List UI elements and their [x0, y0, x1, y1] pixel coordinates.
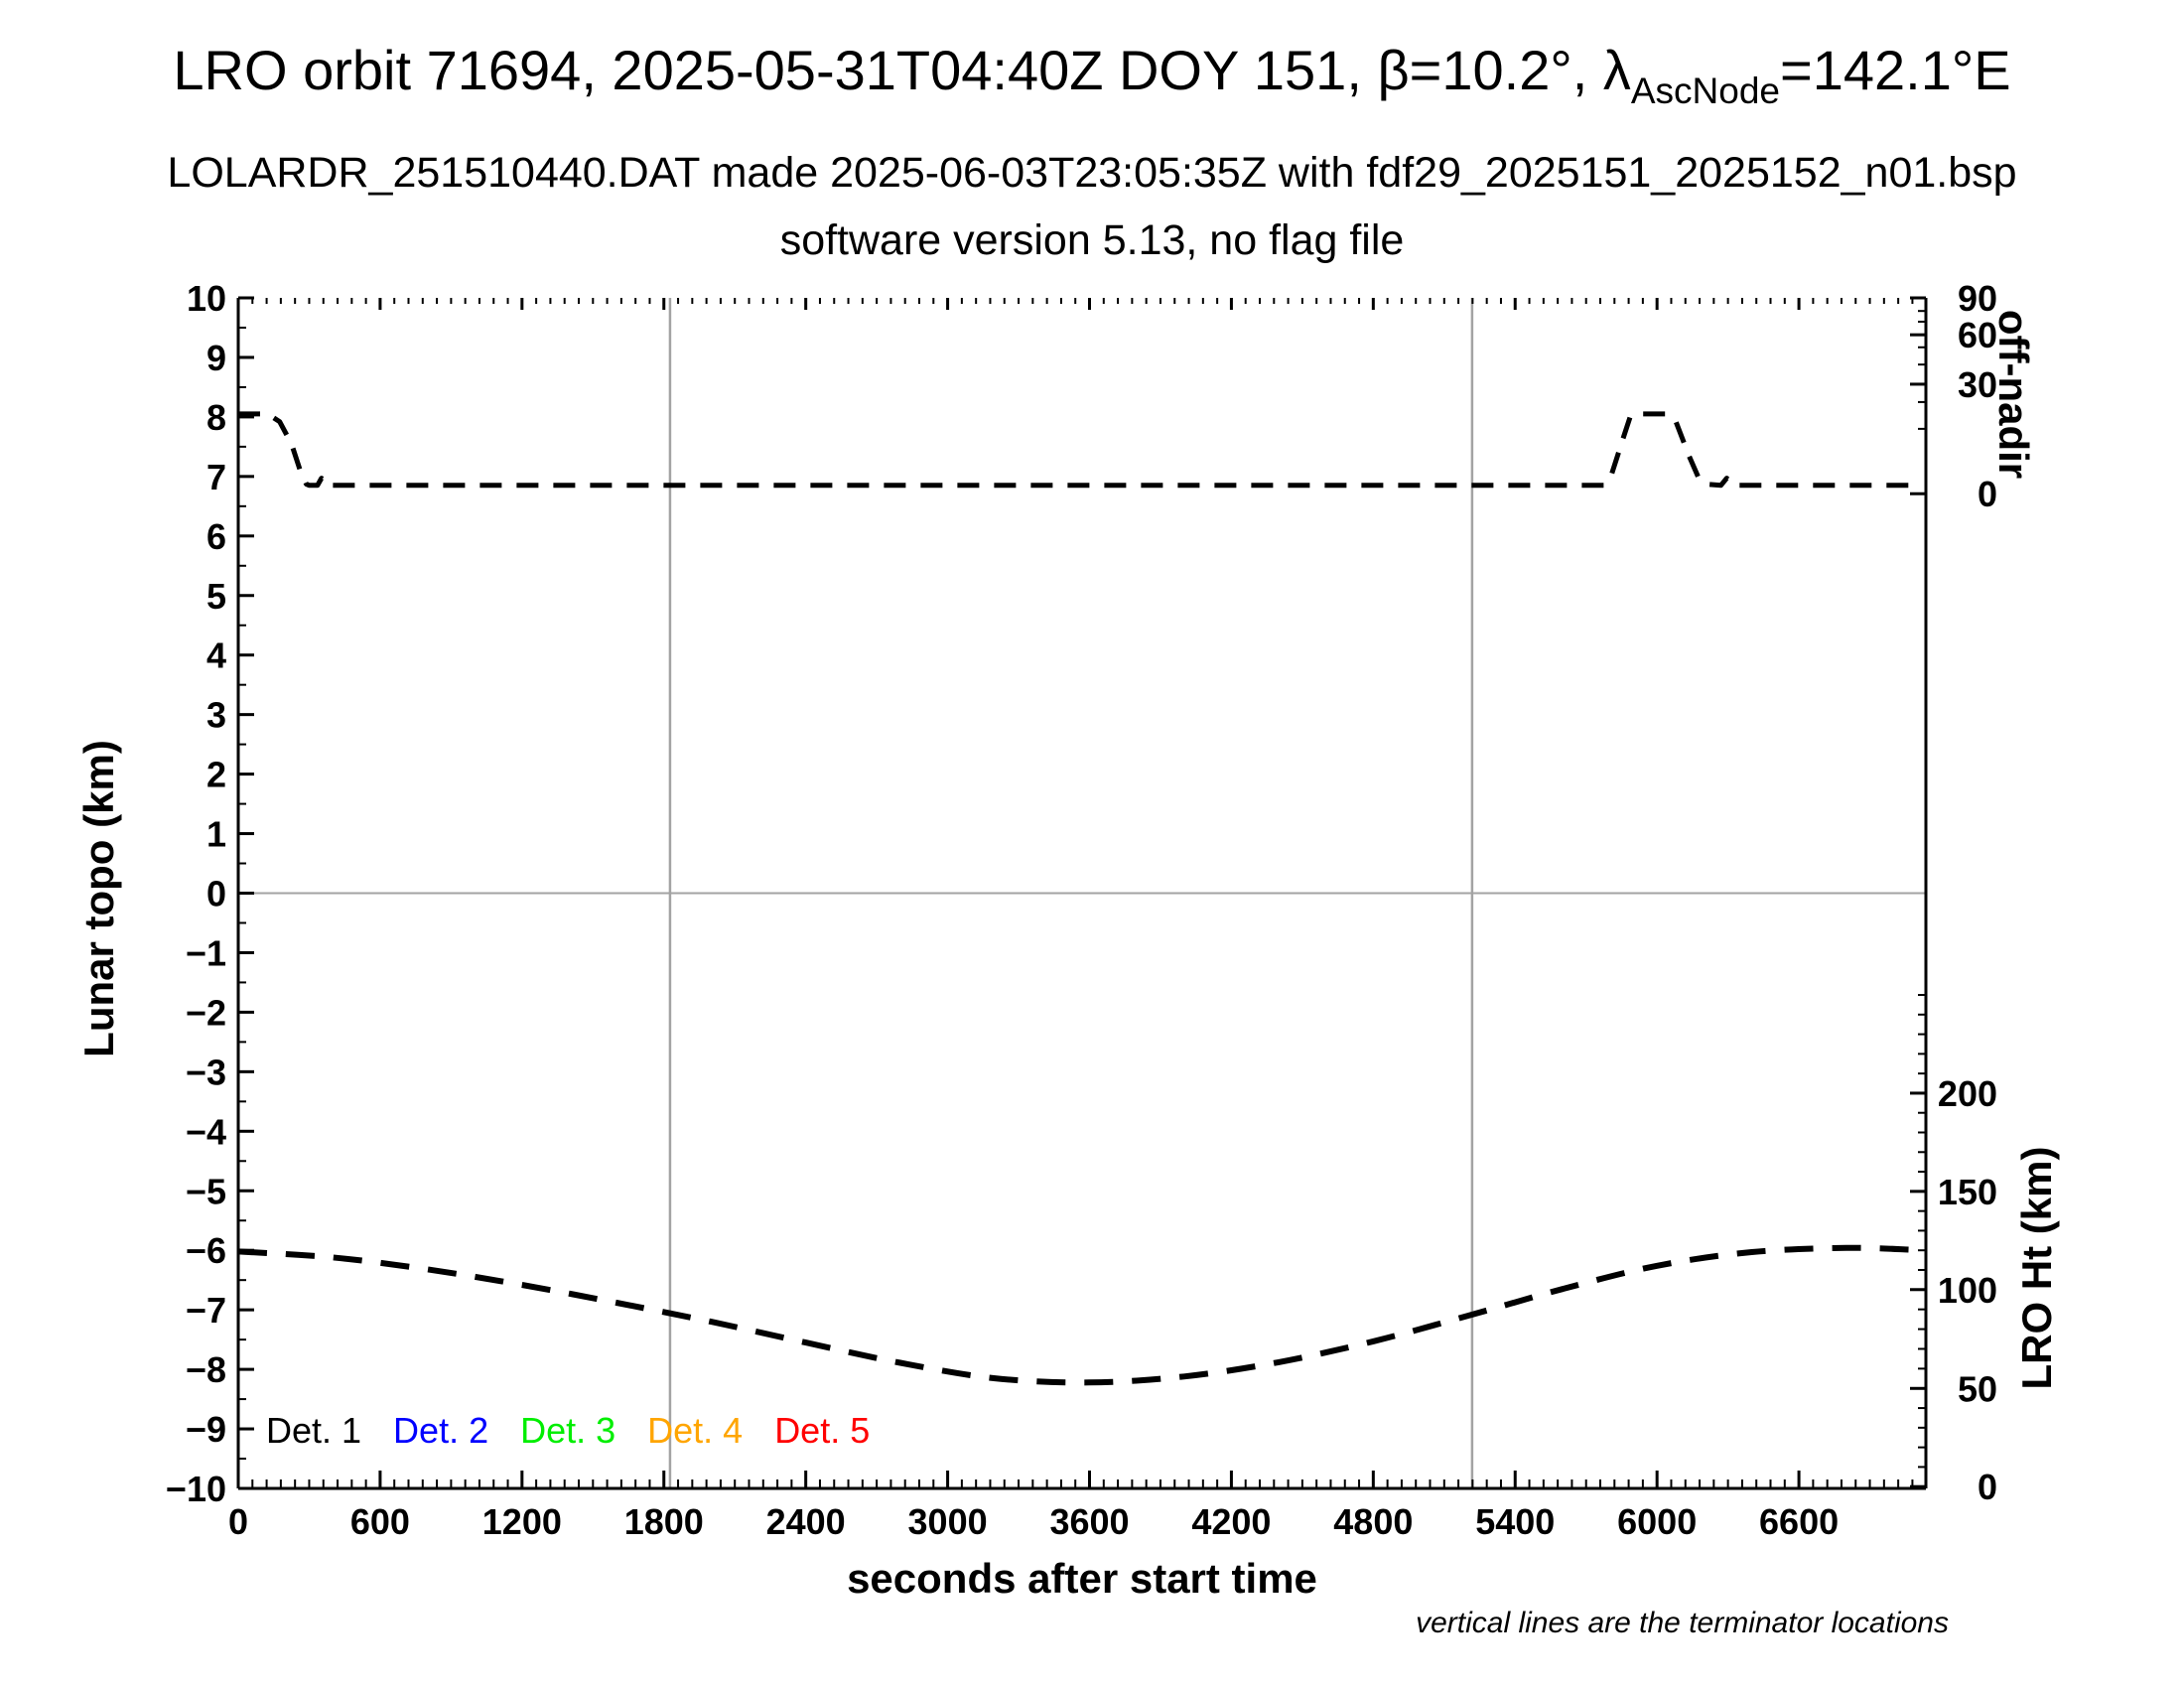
y-axis-label-lro-ht: LRO Ht (km) [2013, 1146, 2060, 1390]
y-left-tick-label: −1 [186, 932, 226, 973]
y-left-tick-label: −3 [186, 1052, 226, 1092]
x-tick-label: 0 [228, 1501, 248, 1542]
y-left-tick-label: 4 [206, 635, 226, 676]
x-tick-label: 6600 [1759, 1501, 1839, 1542]
x-tick-label: 600 [350, 1501, 410, 1542]
y-left-tick-label: −2 [186, 992, 226, 1033]
y-left-tick-label: 9 [206, 338, 226, 378]
chart-title: LRO orbit 71694, 2025-05-31T04:40Z DOY 1… [0, 38, 2184, 111]
y-left-tick-label: −6 [186, 1230, 226, 1271]
chart-title-main: LRO orbit 71694, 2025-05-31T04:40Z DOY 1… [173, 39, 1631, 101]
off-nadir-tick-label: 0 [1978, 474, 1997, 514]
x-tick-label: 4200 [1191, 1501, 1271, 1542]
terminator-footnote: vertical lines are the terminator locati… [1416, 1607, 1949, 1639]
legend-item-det-4: Det. 4 [647, 1410, 744, 1451]
legend-item-det-1: Det. 1 [266, 1410, 362, 1451]
y-left-tick-label: 7 [206, 457, 226, 497]
chart-title-subscript: AscNode [1630, 70, 1780, 111]
lro-height-curve [237, 1244, 1913, 1386]
x-tick-label: 6000 [1617, 1501, 1697, 1542]
x-axis-label: seconds after start time [847, 1555, 1317, 1602]
x-tick-label: 3600 [1049, 1501, 1129, 1542]
y-left-tick-label: 6 [206, 516, 226, 557]
x-tick-label: 2400 [766, 1501, 846, 1542]
lro-ht-tick-label: 150 [1938, 1172, 1997, 1212]
y-left-tick-label: 10 [187, 278, 226, 319]
off-nadir-curve [237, 411, 1915, 489]
x-tick-label: 4800 [1333, 1501, 1413, 1542]
chart-title-suffix: =142.1°E [1780, 39, 2011, 101]
y-left-tick-label: −4 [186, 1111, 226, 1152]
y-left-tick-label: 0 [206, 874, 226, 914]
off-nadir-tick-label: 30 [1958, 364, 1997, 405]
y-axis-label-off-nadir: off-nadir [1990, 309, 2037, 480]
lro-ht-tick-label: 0 [1978, 1467, 1997, 1507]
y-left-tick-label: −10 [166, 1469, 226, 1509]
chart-subtitle-version: software version 5.13, no flag file [779, 216, 1405, 264]
y-left-tick-label: 8 [206, 397, 226, 438]
lro-ht-tick-label: 100 [1938, 1270, 1997, 1311]
off-nadir-tick-label: 60 [1958, 315, 1997, 355]
x-tick-label: 1800 [624, 1501, 704, 1542]
off-nadir-tick-label: 90 [1958, 278, 1997, 319]
x-tick-label: 5400 [1475, 1501, 1555, 1542]
y-left-tick-label: 3 [206, 695, 226, 736]
y-left-tick-label: −9 [186, 1409, 226, 1450]
x-tick-label: 1200 [482, 1501, 562, 1542]
y-left-tick-label: 1 [206, 814, 226, 855]
lro-ht-tick-label: 200 [1938, 1073, 1997, 1114]
y-left-tick-label: −5 [186, 1171, 226, 1211]
detector-legend: Det. 1 Det. 2 Det. 3 Det. 4 Det. 5 [266, 1410, 870, 1452]
legend-item-det-5: Det. 5 [774, 1410, 871, 1451]
y-left-tick-label: −7 [186, 1290, 226, 1331]
y-left-tick-label: 2 [206, 755, 226, 795]
lro-ht-tick-label: 50 [1958, 1368, 1997, 1409]
x-tick-label: 3000 [908, 1501, 988, 1542]
chart-subtitle-file: LOLARDR_251510440.DAT made 2025-06-03T23… [167, 149, 2017, 197]
legend-item-det-2: Det. 2 [393, 1410, 489, 1451]
y-axis-label-lunar-topo: Lunar topo (km) [75, 740, 122, 1057]
legend-item-det-3: Det. 3 [520, 1410, 616, 1451]
y-left-tick-label: −8 [186, 1349, 226, 1390]
y-left-tick-label: 5 [206, 576, 226, 617]
